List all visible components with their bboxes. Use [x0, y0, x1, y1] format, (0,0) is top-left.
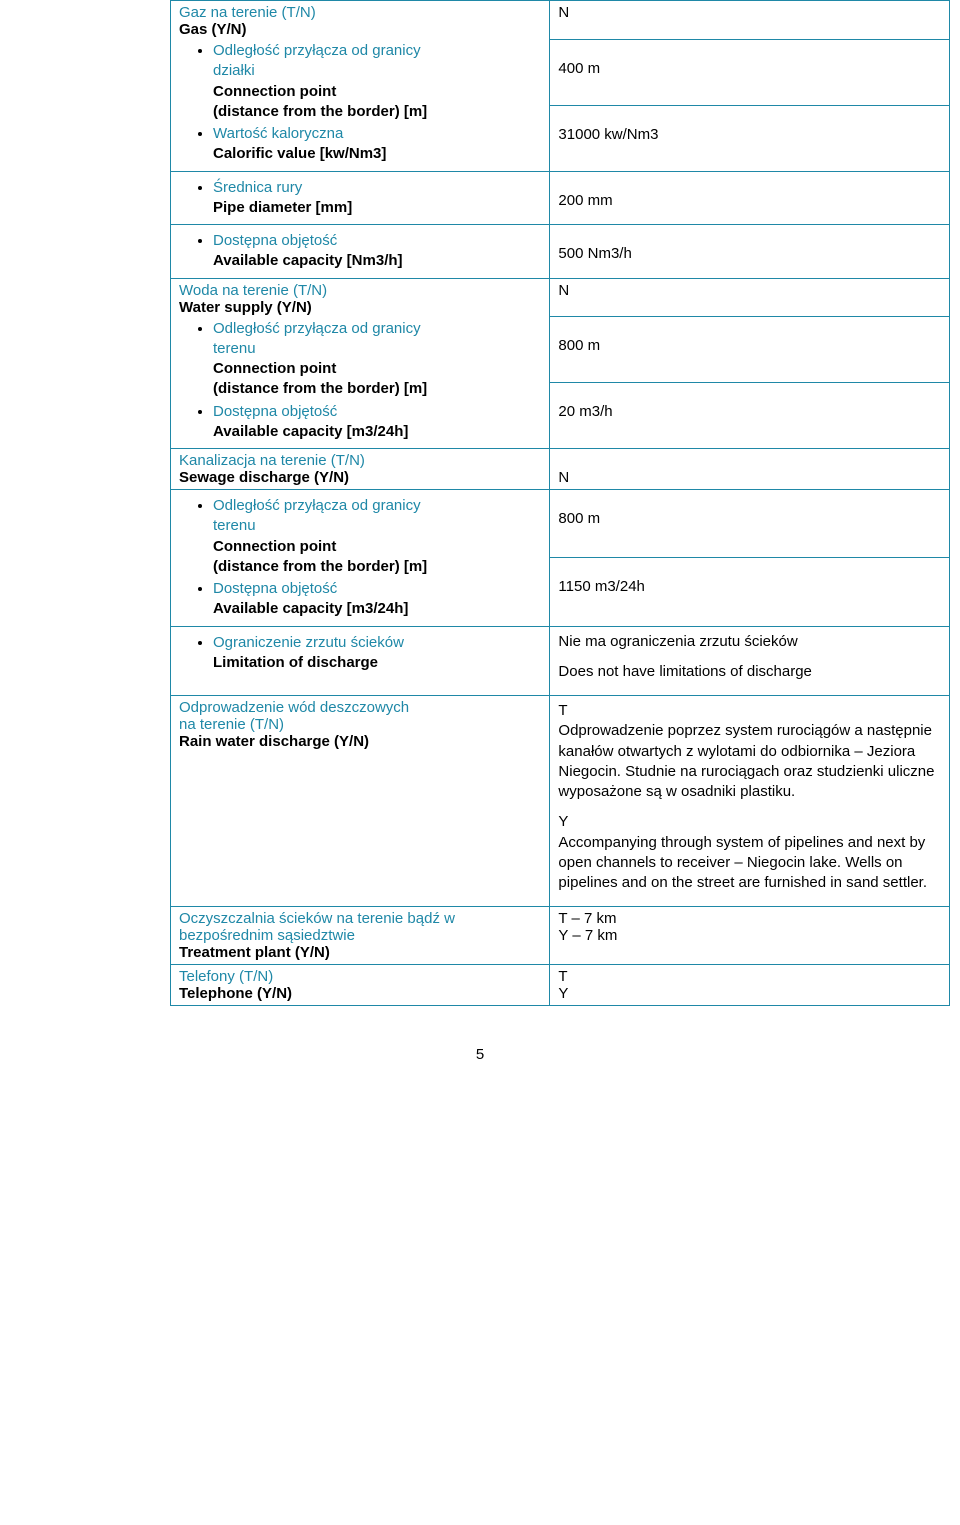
sewage-cap-value-cell: 1150 m3/24h [550, 558, 950, 626]
sewage-conn-value-cell: 800 m [550, 490, 950, 558]
sewage-header-en: Sewage discharge (Y/N) [179, 469, 349, 486]
gas-cal-value: 31000 kw/Nm3 [558, 126, 658, 143]
water-header-cell: Woda na terenie (T/N) Water supply (Y/N)… [171, 278, 550, 449]
water-value-cell: N [550, 278, 950, 317]
rain-value-t: T [558, 702, 567, 719]
treatment-header-pl-l2: bezpośrednim sąsiedztwie [179, 927, 355, 944]
gas-diam-value-cell: 200 mm [550, 171, 950, 225]
telephone-value-cell: T Y [550, 965, 950, 1006]
telephone-header-pl: Telefony (T/N) [179, 968, 273, 985]
sewage-lim-cell: Ograniczenie zrzutu ścieków Limitation o… [171, 626, 550, 696]
gas-value: N [558, 4, 569, 21]
gas-cap-item: Dostępna objętość Available capacity [Nm… [213, 230, 541, 273]
sewage-lim-value-cell: Nie ma ograniczenia zrzutu ścieków Does … [550, 626, 950, 696]
gas-diam-value: 200 mm [558, 192, 612, 209]
water-cap-item: Dostępna objętość Available capacity [m3… [213, 401, 541, 444]
sewage-conn-item: Odległość przyłącza od granicy terenu Co… [213, 495, 541, 578]
sewage-header-pl: Kanalizacja na terenie (T/N) [179, 452, 365, 469]
sewage-lim-item: Ograniczenie zrzutu ścieków Limitation o… [213, 632, 541, 675]
sewage-value-cell: N [550, 449, 950, 490]
water-conn-value: 800 m [558, 337, 600, 354]
sewage-conn-value: 800 m [558, 510, 600, 527]
telephone-header-en: Telephone (Y/N) [179, 985, 292, 1002]
telephone-value-l1: T [558, 968, 567, 985]
treatment-value-cell: T – 7 km Y – 7 km [550, 907, 950, 965]
sewage-conn-cell: Odległość przyłącza od granicy terenu Co… [171, 490, 550, 627]
water-cap-value-cell: 20 m3/h [550, 383, 950, 449]
sewage-lim-pl: Nie ma ograniczenia zrzutu ścieków [558, 633, 797, 650]
sewage-header-cell: Kanalizacja na terenie (T/N) Sewage disc… [171, 449, 550, 490]
rain-value-en: Accompanying through system of pipelines… [558, 834, 927, 892]
treatment-header-en: Treatment plant (Y/N) [179, 944, 330, 961]
infrastructure-table: Gaz na terenie (T/N) Gas (Y/N) Odległość… [170, 0, 950, 1006]
treatment-value-l2: Y – 7 km [558, 927, 617, 944]
gas-header-en: Gas (Y/N) [179, 21, 247, 38]
water-value: N [558, 282, 569, 299]
gas-header-cell: Gaz na terenie (T/N) Gas (Y/N) Odległość… [171, 1, 550, 172]
gas-cap-cell: Dostępna objętość Available capacity [Nm… [171, 225, 550, 279]
water-conn-item: Odległość przyłącza od granicy terenu Co… [213, 318, 541, 401]
treatment-header-cell: Oczyszczalnia ścieków na terenie bądź w … [171, 907, 550, 965]
gas-cap-value: 500 Nm3/h [558, 245, 631, 262]
telephone-value-l2: Y [558, 985, 568, 1002]
gas-conn-item: Odległość przyłącza od granicy działki C… [213, 40, 541, 123]
gas-cap-value-cell: 500 Nm3/h [550, 225, 950, 279]
gas-cal-value-cell: 31000 kw/Nm3 [550, 105, 950, 171]
sewage-lim-en: Does not have limitations of discharge [558, 663, 811, 680]
gas-diam-item: Średnica rury Pipe diameter [mm] [213, 177, 541, 220]
page-number: 5 [0, 1046, 960, 1063]
gas-conn-value-cell: 400 m [550, 39, 950, 105]
document-page: Gaz na terenie (T/N) Gas (Y/N) Odległość… [0, 0, 960, 1123]
rain-header-pl-l1: Odprowadzenie wód deszczowych [179, 699, 409, 716]
rain-header-cell: Odprowadzenie wód deszczowych na terenie… [171, 696, 550, 907]
rain-value-y: Y [558, 813, 568, 830]
sewage-cap-item: Dostępna objętość Available capacity [m3… [213, 578, 541, 621]
rain-header-en: Rain water discharge (Y/N) [179, 733, 369, 750]
gas-cal-item: Wartość kaloryczna Calorific value [kw/N… [213, 123, 541, 166]
water-header-en: Water supply (Y/N) [179, 299, 312, 316]
telephone-header-cell: Telefony (T/N) Telephone (Y/N) [171, 965, 550, 1006]
water-conn-value-cell: 800 m [550, 317, 950, 383]
gas-header-pl: Gaz na terenie (T/N) [179, 4, 316, 21]
water-cap-value: 20 m3/h [558, 403, 612, 420]
rain-value-cell: T Odprowadzenie poprzez system rurociągó… [550, 696, 950, 907]
treatment-value-l1: T – 7 km [558, 910, 616, 927]
sewage-value: N [558, 469, 569, 486]
rain-value-pl: Odprowadzenie poprzez system rurociągów … [558, 722, 934, 800]
treatment-header-pl-l1: Oczyszczalnia ścieków na terenie bądź w [179, 910, 455, 927]
water-header-pl: Woda na terenie (T/N) [179, 282, 327, 299]
gas-diam-cell: Średnica rury Pipe diameter [mm] [171, 171, 550, 225]
gas-value-cell: N [550, 1, 950, 40]
sewage-cap-value: 1150 m3/24h [558, 578, 644, 595]
gas-conn-value: 400 m [558, 60, 600, 77]
rain-header-pl-l2: na terenie (T/N) [179, 716, 284, 733]
